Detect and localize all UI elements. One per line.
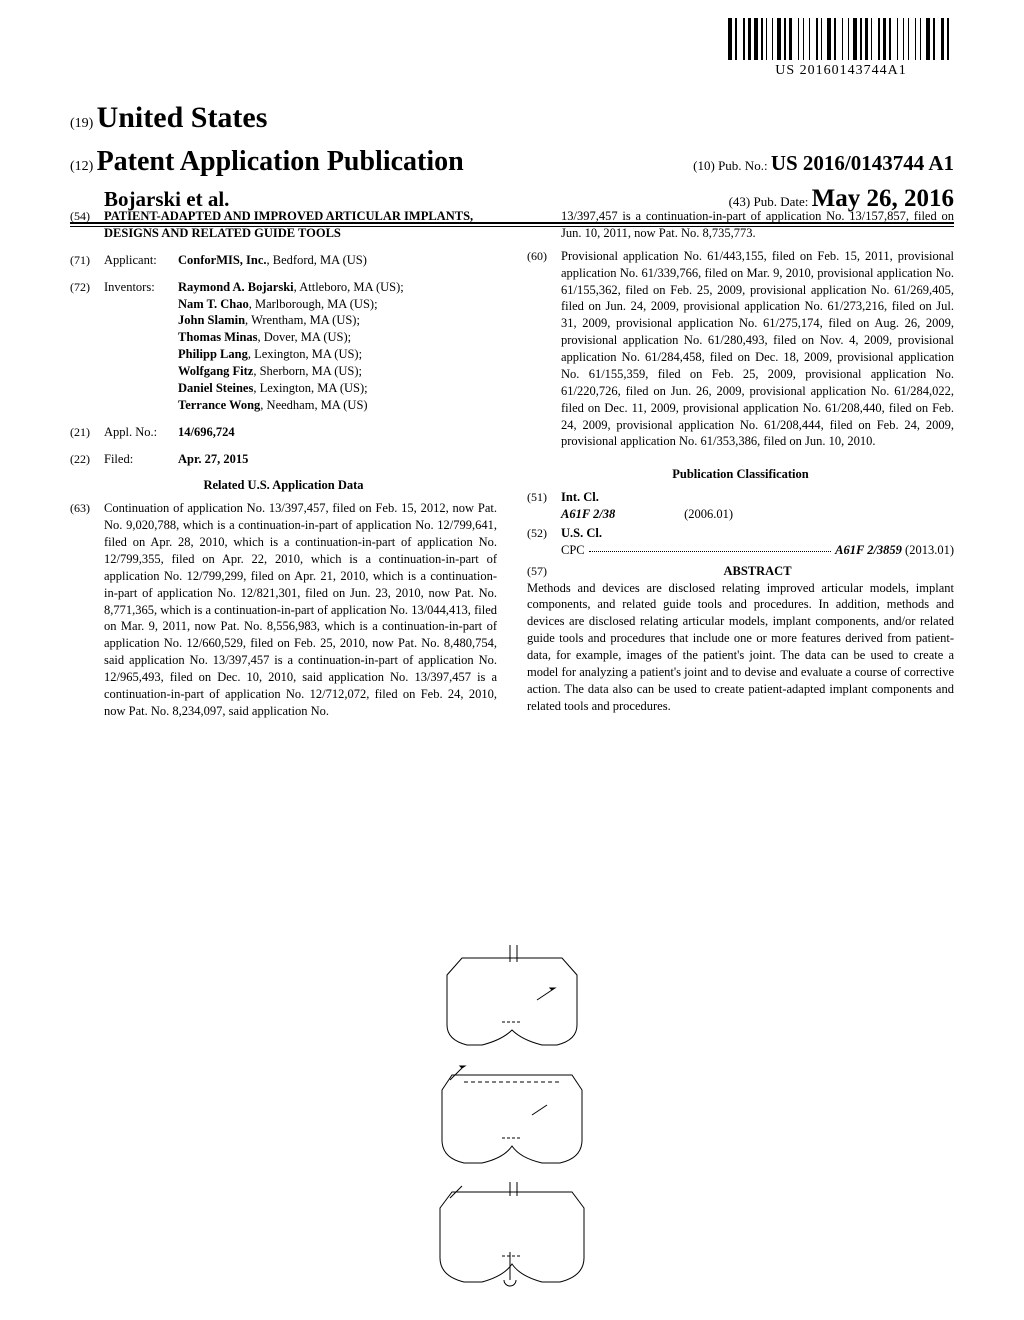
intcl-code: A61F 2/38	[561, 506, 681, 523]
title-field: (54) PATIENT-ADAPTED AND IMPROVED ARTICU…	[70, 208, 497, 242]
pubno-num: (10)	[693, 158, 715, 173]
continuation-field: (63) Continuation of application No. 13/…	[70, 500, 497, 725]
intcl-version: (2006.01)	[684, 507, 733, 521]
field-label: Inventors:	[104, 279, 178, 414]
applicant: ConforMIS, Inc., Bedford, MA (US)	[178, 252, 497, 269]
field-num: (57)	[527, 563, 561, 580]
body-columns: (54) PATIENT-ADAPTED AND IMPROVED ARTICU…	[70, 208, 954, 736]
figure-svg	[402, 940, 622, 1290]
abstract-text: Methods and devices are disclosed relati…	[527, 580, 954, 715]
classification-head: Publication Classification	[527, 466, 954, 483]
cpc-code: A61F 2/3859	[835, 543, 902, 557]
field-num: (22)	[70, 451, 104, 468]
filed-field: (22) Filed: Apr. 27, 2015	[70, 451, 497, 468]
provisional-field: (60) Provisional application No. 61/443,…	[527, 248, 954, 457]
dot-leader	[589, 542, 831, 552]
continuation-text: Continuation of application No. 13/397,4…	[104, 500, 497, 719]
field-num: (51)	[527, 489, 561, 523]
left-column: (54) PATIENT-ADAPTED AND IMPROVED ARTICU…	[70, 208, 497, 736]
field-num: (72)	[70, 279, 104, 414]
pub-number: US 2016/0143744 A1	[771, 151, 954, 175]
appl-no: 14/696,724	[178, 424, 497, 441]
field-label: Appl. No.:	[104, 424, 178, 441]
field-num: (63)	[70, 500, 104, 725]
uscl-field: (52) U.S. Cl. CPC A61F 2/3859 (2013.01)	[527, 525, 954, 559]
pap-num: (12)	[70, 159, 93, 174]
abstract-head-row: (57) ABSTRACT	[527, 563, 954, 580]
barcode-number: US 20160143744A1	[728, 62, 954, 81]
intcl-label: Int. Cl.	[561, 489, 954, 506]
filed-date: Apr. 27, 2015	[178, 451, 497, 468]
field-num: (21)	[70, 424, 104, 441]
publication-type: Patent Application Publication	[97, 146, 464, 177]
country: United States	[97, 101, 268, 134]
applicant-field: (71) Applicant: ConforMIS, Inc., Bedford…	[70, 252, 497, 269]
patent-title: PATIENT-ADAPTED AND IMPROVED ARTICULAR I…	[104, 208, 497, 242]
inventors-field: (72) Inventors: Raymond A. Bojarski, Att…	[70, 279, 497, 414]
field-num: (60)	[527, 248, 561, 457]
applicant-name: ConforMIS, Inc.	[178, 253, 267, 267]
field-num: (54)	[70, 208, 104, 242]
field-label: Filed:	[104, 451, 178, 468]
figures	[0, 940, 1024, 1290]
barcode-block: US 20160143744A1	[728, 18, 954, 81]
provisional-text: Provisional application No. 61/443,155, …	[561, 248, 954, 451]
cpc-version: (2013.01)	[905, 543, 954, 557]
applno-field: (21) Appl. No.: 14/696,724	[70, 424, 497, 441]
inventors-list: Raymond A. Bojarski, Attleboro, MA (US);…	[178, 279, 497, 414]
barcode	[728, 18, 954, 60]
field-num: (52)	[527, 525, 561, 559]
abstract-head: ABSTRACT	[561, 563, 954, 580]
applicant-loc: , Bedford, MA (US)	[267, 253, 367, 267]
uscl-label: U.S. Cl.	[561, 525, 954, 542]
field-num: (71)	[70, 252, 104, 269]
continuation-tail: 13/397,457 is a continuation-in-part of …	[527, 208, 954, 242]
cpc-label: CPC	[561, 542, 585, 559]
field-label: Applicant:	[104, 252, 178, 269]
pubno-label: Pub. No.:	[718, 158, 767, 173]
related-head: Related U.S. Application Data	[70, 477, 497, 494]
country-num: (19)	[70, 116, 93, 131]
intcl-field: (51) Int. Cl. A61F 2/38 (2006.01)	[527, 489, 954, 523]
right-column: 13/397,457 is a continuation-in-part of …	[527, 208, 954, 736]
